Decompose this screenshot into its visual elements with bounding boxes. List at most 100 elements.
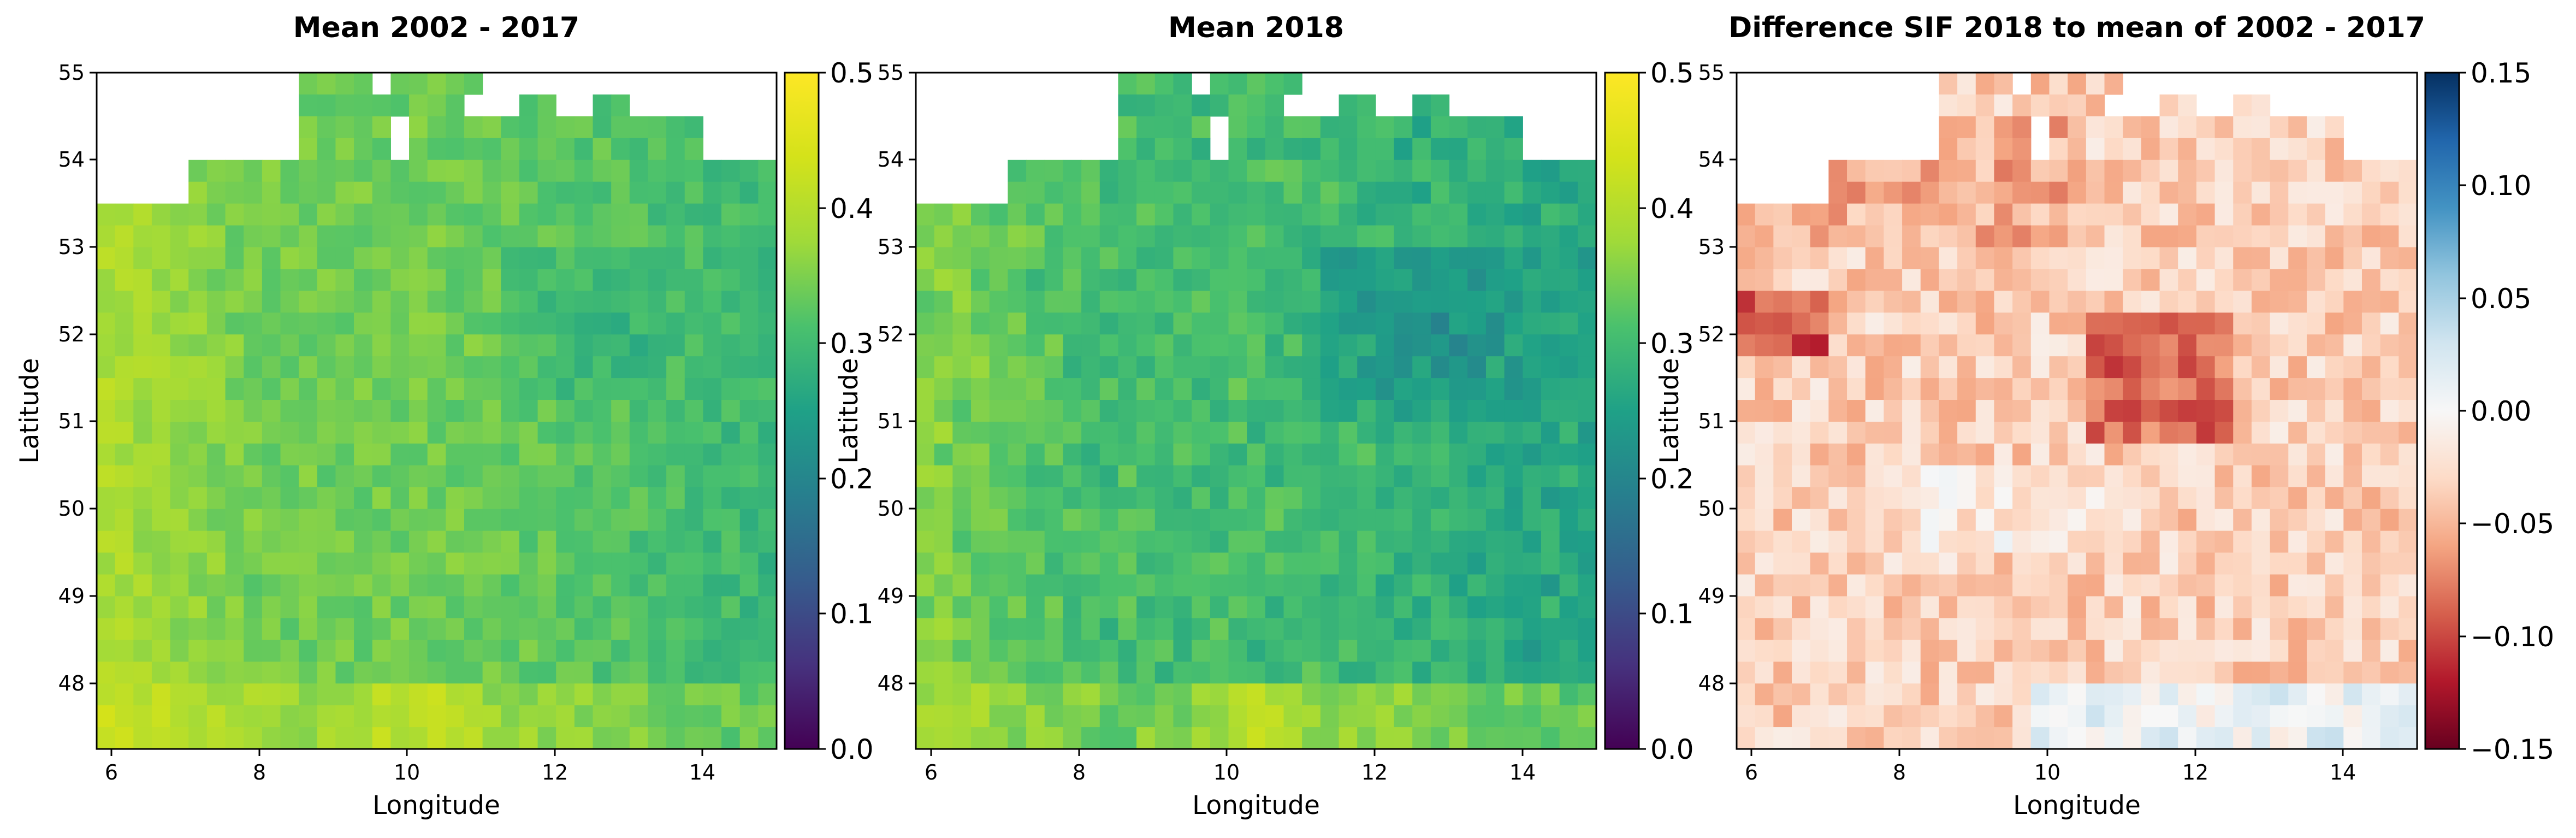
heatmap-cell: [2325, 160, 2344, 182]
heatmap-cell: [2251, 465, 2271, 488]
heatmap-cell: [519, 94, 538, 117]
heatmap-cell: [1192, 247, 1211, 270]
heatmap-cell: [1737, 400, 1756, 422]
heatmap-cell: [1357, 530, 1376, 553]
heatmap-cell: [1430, 247, 1450, 270]
heatmap-cell: [666, 465, 685, 488]
heatmap-cell: [1154, 138, 1174, 161]
heatmap-cell: [1099, 291, 1119, 313]
heatmap-cell: [648, 356, 667, 379]
heatmap-cell: [2030, 552, 2050, 575]
heatmap-cell: [372, 160, 391, 182]
heatmap-cell: [1975, 334, 1995, 357]
heatmap-cell: [2104, 530, 2123, 553]
heatmap-cell: [1847, 465, 1866, 488]
heatmap-cell: [1247, 356, 1266, 379]
heatmap-cell: [1994, 225, 2013, 248]
heatmap-cell: [1412, 618, 1431, 640]
heatmap-cell: [684, 727, 704, 750]
heatmap-cell: [1578, 400, 1597, 422]
heatmap-cell: [1467, 269, 1487, 291]
heatmap-cell: [1737, 269, 1756, 291]
heatmap-cell: [354, 269, 373, 291]
heatmap-cell: [916, 400, 935, 422]
heatmap-cell: [372, 94, 391, 117]
heatmap-cell: [188, 400, 208, 422]
heatmap-cell: [1118, 378, 1137, 400]
heatmap-cell: [1339, 421, 1358, 444]
heatmap-cell: [1081, 225, 1100, 248]
heatmap-cell: [2068, 160, 2087, 182]
heatmap-cell: [170, 552, 189, 575]
heatmap-cell: [390, 662, 410, 684]
heatmap-cell: [2214, 727, 2234, 750]
heatmap-cell: [262, 443, 281, 466]
heatmap-cell: [2399, 596, 2418, 618]
heatmap-cell: [115, 662, 134, 684]
heatmap-cell: [1902, 552, 1921, 575]
heatmap-cell: [1523, 662, 1542, 684]
heatmap-cell: [2068, 247, 2087, 270]
heatmap-cell: [97, 596, 116, 618]
heatmap-cell: [2086, 530, 2105, 553]
heatmap-cell: [2123, 400, 2142, 422]
heatmap-cell: [1265, 225, 1284, 248]
heatmap-cell: [1485, 530, 1505, 553]
heatmap-cell: [1902, 596, 1921, 618]
heatmap-cell: [2049, 116, 2068, 139]
heatmap-cell: [409, 727, 428, 750]
heatmap-cell: [1228, 552, 1247, 575]
heatmap-cell: [1485, 138, 1505, 161]
heatmap-cell: [2012, 334, 2032, 357]
heatmap-cell: [721, 443, 741, 466]
heatmap-cell: [703, 596, 722, 618]
heatmap-cell: [1975, 116, 1995, 139]
heatmap-cell: [611, 662, 630, 684]
heatmap-cell: [611, 640, 630, 662]
heatmap-cell: [703, 225, 722, 248]
heatmap-cell: [225, 465, 244, 488]
heatmap-cell: [1920, 421, 1940, 444]
heatmap-cell: [739, 596, 759, 618]
heatmap-cell: [1994, 640, 2013, 662]
heatmap-cell: [501, 138, 520, 161]
heatmap-cell: [2306, 181, 2326, 204]
heatmap-cell: [537, 487, 556, 510]
heatmap-cell: [1449, 683, 1468, 706]
heatmap-cell: [989, 465, 1008, 488]
heatmap-cell: [1430, 138, 1450, 161]
heatmap-cell: [1247, 552, 1266, 575]
heatmap-cell: [952, 683, 972, 706]
heatmap-cell: [151, 574, 171, 597]
heatmap-cell: [1063, 640, 1082, 662]
heatmap-cell: [1283, 465, 1302, 488]
heatmap-cell: [1375, 596, 1395, 618]
heatmap-cell: [262, 487, 281, 510]
heatmap-cell: [1737, 421, 1756, 444]
heatmap-cell: [1828, 552, 1847, 575]
heatmap-cell: [2325, 465, 2344, 488]
heatmap-cell: [1485, 247, 1505, 270]
heatmap-cell: [133, 530, 152, 553]
heatmap-cell: [2288, 334, 2307, 357]
heatmap-cell: [1920, 574, 1940, 597]
heatmap-cell: [2214, 574, 2234, 597]
heatmap-cell: [2233, 334, 2252, 357]
heatmap-cell: [1541, 443, 1560, 466]
heatmap-cell: [721, 640, 741, 662]
heatmap-cell: [2270, 662, 2289, 684]
heatmap-cell: [1081, 530, 1100, 553]
heatmap-cell: [916, 312, 935, 335]
heatmap-cell: [1302, 181, 1321, 204]
heatmap-cell: [1026, 618, 1045, 640]
heatmap-cell: [2380, 443, 2399, 466]
heatmap-cell: [1302, 596, 1321, 618]
heatmap-cell: [684, 225, 704, 248]
heatmap-cell: [1173, 574, 1192, 597]
heatmap-cell: [537, 203, 556, 226]
heatmap-cell: [1247, 225, 1266, 248]
heatmap-cell: [188, 465, 208, 488]
heatmap-cell: [1283, 727, 1302, 750]
heatmap-cell: [1578, 509, 1597, 532]
heatmap-cell: [2178, 269, 2197, 291]
